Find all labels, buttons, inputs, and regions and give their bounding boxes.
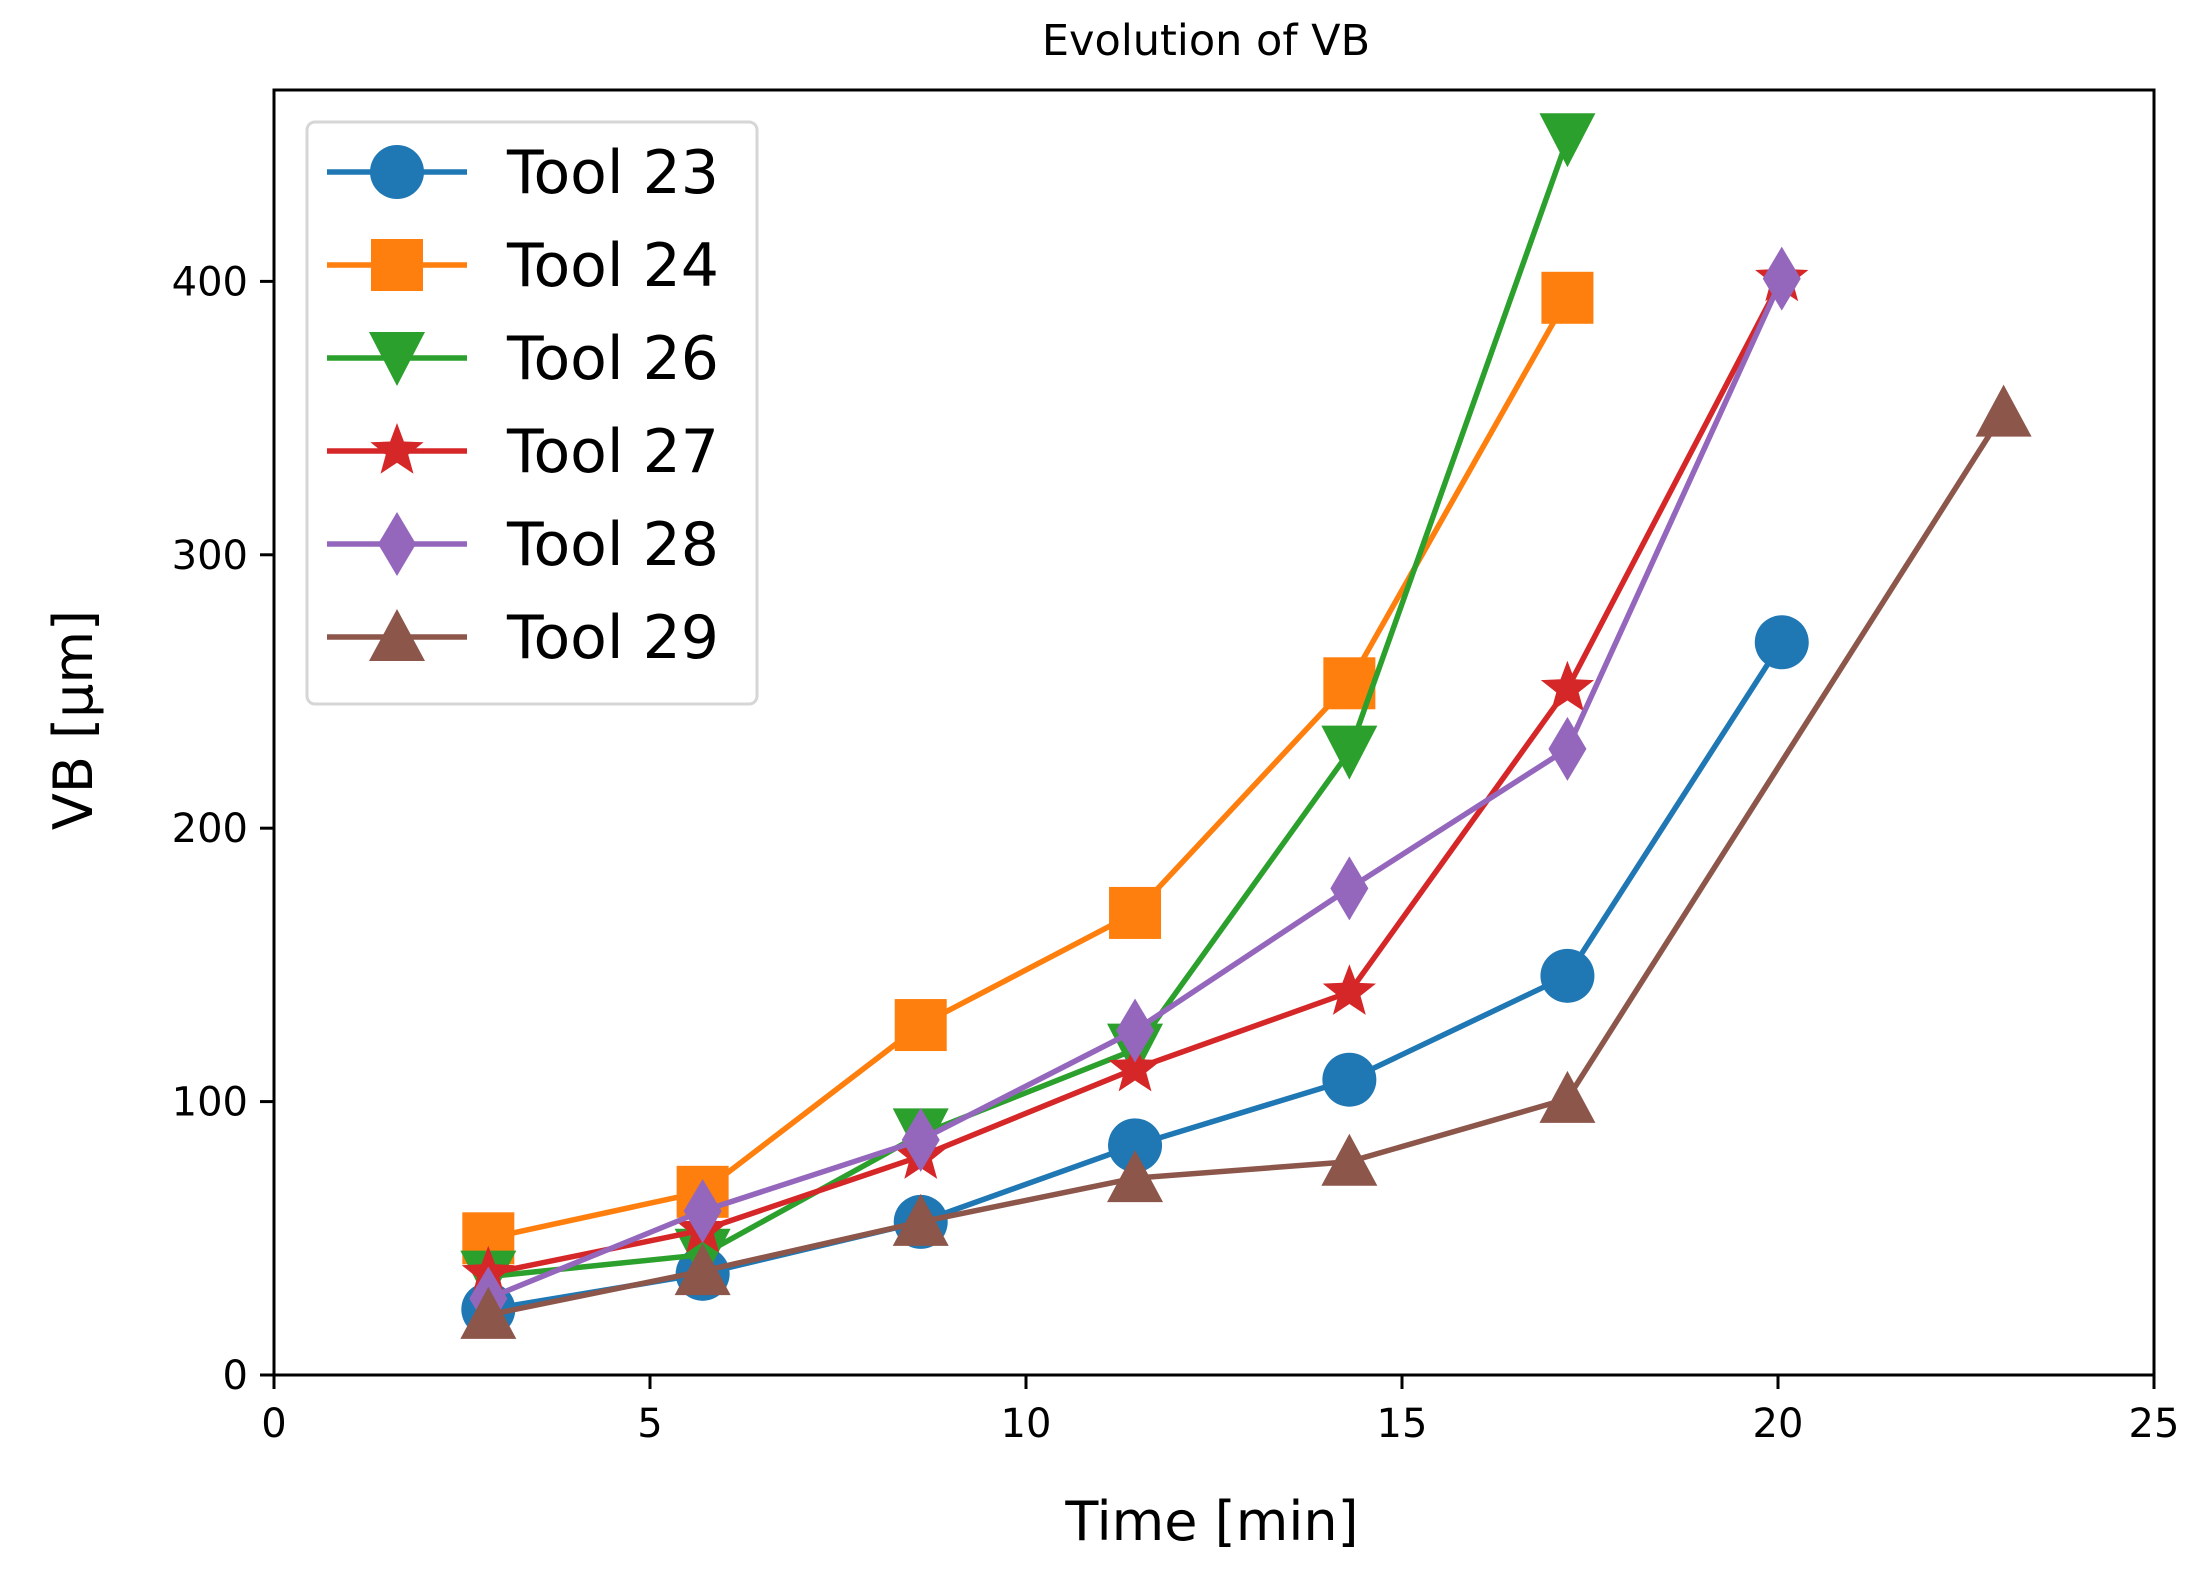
data-point-tool-23 bbox=[1540, 948, 1595, 1003]
legend-marker-tool-28 bbox=[378, 512, 416, 576]
y-tick-label: 100 bbox=[172, 1080, 248, 1126]
legend-label-tool-24: Tool 24 bbox=[506, 231, 719, 301]
data-point-tool-29 bbox=[1107, 1150, 1164, 1203]
x-tick-label: 20 bbox=[1753, 1401, 1804, 1447]
plot-frame bbox=[272, 88, 2156, 1377]
data-point-tool-27 bbox=[1108, 1040, 1162, 1092]
x-tick-label: 15 bbox=[1377, 1401, 1428, 1447]
axes: 0 5 10 15 20 25 0 100 200 300 400 bbox=[172, 88, 2180, 1447]
data-point-tool-24 bbox=[1109, 886, 1162, 939]
data-point-tool-28 bbox=[1548, 716, 1587, 781]
y-tick-label: 200 bbox=[172, 806, 248, 852]
data-point-tool-24 bbox=[894, 999, 947, 1052]
data-point-tool-26 bbox=[1539, 113, 1596, 168]
data-point-tool-29 bbox=[1321, 1133, 1378, 1186]
legend-marker-tool-24 bbox=[371, 239, 423, 291]
series-tool-29 bbox=[460, 384, 2032, 1339]
legend: Tool 23 Tool 24 Tool 26 Tool 27 Tool 28 Tool … bbox=[305, 120, 759, 706]
legend-label-tool-28: Tool 28 bbox=[506, 510, 719, 580]
legend-label-tool-29: Tool 29 bbox=[506, 603, 719, 673]
legend-label-tool-26: Tool 26 bbox=[506, 324, 719, 394]
plot-area bbox=[460, 113, 2032, 1339]
legend-marker-tool-27 bbox=[370, 423, 424, 474]
data-point-tool-28 bbox=[901, 1107, 940, 1172]
legend-marker-tool-26 bbox=[369, 332, 425, 386]
data-point-tool-28 bbox=[1762, 246, 1801, 311]
x-tick-label: 0 bbox=[261, 1401, 286, 1447]
legend-entry-tool-24: Tool 24 bbox=[327, 231, 719, 301]
y-axis-label: VB [µm] bbox=[42, 610, 105, 830]
y-tick-label: 300 bbox=[172, 533, 248, 579]
data-point-tool-27 bbox=[1540, 660, 1595, 712]
data-point-tool-23 bbox=[1754, 615, 1809, 670]
data-point-tool-28 bbox=[683, 1178, 722, 1243]
data-point-tool-27 bbox=[1322, 964, 1376, 1015]
data-point-tool-29 bbox=[674, 1243, 731, 1296]
data-point-tool-23 bbox=[1108, 1118, 1163, 1173]
legend-marker-tool-23 bbox=[370, 145, 424, 199]
legend-entry-tool-27: Tool 27 bbox=[327, 417, 719, 487]
data-point-tool-23 bbox=[1322, 1052, 1377, 1107]
legend-label-tool-27: Tool 27 bbox=[506, 417, 719, 487]
legend-marker-tool-29 bbox=[369, 609, 425, 661]
series-line-tool-26 bbox=[485, 135, 1571, 1280]
legend-entry-tool-29: Tool 29 bbox=[327, 603, 719, 673]
legend-label-tool-23: Tool 23 bbox=[506, 138, 719, 208]
y-tick-label: 0 bbox=[223, 1353, 248, 1399]
y-tick-label: 400 bbox=[172, 259, 248, 305]
legend-entry-tool-23: Tool 23 bbox=[327, 138, 719, 208]
data-point-tool-28 bbox=[1330, 856, 1369, 921]
data-point-tool-29 bbox=[1539, 1070, 1596, 1123]
x-tick-label: 25 bbox=[2129, 1401, 2180, 1447]
legend-entry-tool-28: Tool 28 bbox=[327, 510, 719, 580]
x-axis-label: Time [min] bbox=[1064, 1490, 1358, 1553]
data-point-tool-29 bbox=[1975, 384, 2032, 437]
data-point-tool-29 bbox=[892, 1193, 949, 1246]
legend-entry-tool-26: Tool 26 bbox=[327, 324, 719, 394]
data-point-tool-28 bbox=[1116, 998, 1155, 1063]
x-tick-label: 5 bbox=[637, 1401, 662, 1447]
series-line-tool-24 bbox=[485, 294, 1572, 1242]
chart-title: Evolution of VB bbox=[1042, 16, 1370, 66]
x-tick-label: 10 bbox=[1001, 1401, 1052, 1447]
data-point-tool-29 bbox=[460, 1286, 517, 1339]
data-point-tool-24 bbox=[1541, 271, 1594, 324]
data-point-tool-26 bbox=[1321, 725, 1378, 780]
